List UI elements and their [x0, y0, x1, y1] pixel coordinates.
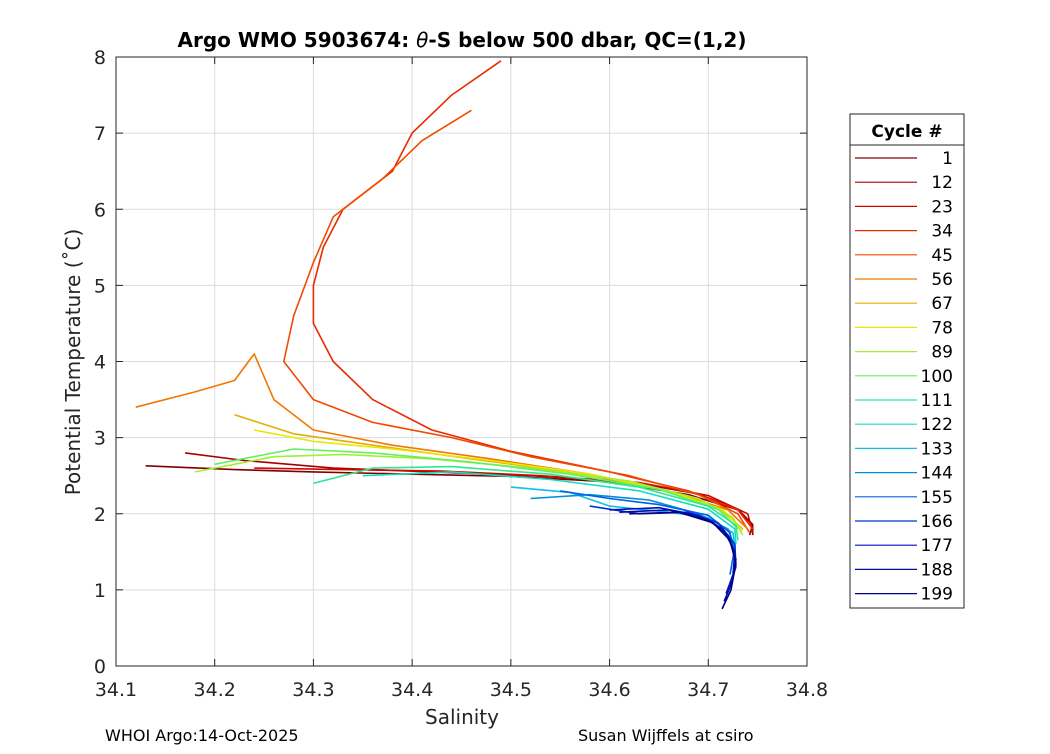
series-line-cycle-23 [254, 467, 754, 533]
x-tick-label: 34.6 [588, 679, 630, 701]
x-axis-label: Salinity [425, 705, 499, 729]
footer-right: Susan Wijffels at csiro [578, 726, 754, 745]
legend-label-34: 34 [931, 222, 953, 242]
legend: Cycle # 1 12 23 34 45 56 67 78 89 100 111 122 133 144… [849, 113, 965, 609]
x-tick-label: 34.2 [194, 679, 236, 701]
legend-label-89: 89 [931, 343, 953, 363]
legend-label-56: 56 [931, 270, 953, 290]
y-tick-label: 0 [94, 656, 106, 678]
series-line-cycle-199 [629, 511, 737, 610]
title-theta: θ [416, 28, 428, 52]
x-tick-label: 34.5 [490, 679, 532, 701]
legend-label-12: 12 [931, 173, 953, 193]
legend-items: 1 12 23 34 45 56 67 78 89 100 111 122 133 144 155 166 17… [855, 149, 953, 605]
y-tick-label: 2 [94, 504, 106, 526]
legend-title: Cycle # [871, 122, 942, 142]
footer-left: WHOI Argo:14-Oct-2025 [105, 726, 299, 745]
y-tick-label: 3 [94, 428, 106, 450]
legend-label-133: 133 [921, 439, 953, 459]
legend-label-177: 177 [921, 536, 953, 556]
y-tick-label: 5 [94, 275, 106, 297]
legend-label-199: 199 [921, 585, 953, 605]
legend-label-122: 122 [921, 415, 953, 435]
y-tick-label: 6 [94, 199, 106, 221]
y-axis-label: Potential Temperature (˚C) [61, 229, 85, 496]
title-pre: Argo WMO 5903674: [178, 28, 417, 52]
axis-ticks: 34.1 34.2 34.3 34.4 34.5 34.6 34.7 34.8 0 1 2 3 4 5 6 7… [94, 47, 828, 701]
series-line-cycle-122 [362, 471, 737, 545]
chart-title: Argo WMO 5903674: θ-S below 500 dbar, QC… [178, 28, 747, 52]
legend-label-1: 1 [942, 149, 953, 169]
y-tick-label: 8 [94, 47, 106, 69]
legend-label-23: 23 [931, 197, 953, 217]
legend-label-188: 188 [921, 560, 953, 580]
series-layer [135, 60, 754, 610]
y-tick-label: 4 [94, 352, 106, 374]
legend-label-111: 111 [921, 391, 953, 411]
legend-label-144: 144 [921, 464, 953, 484]
title-post: -S below 500 dbar, QC=(1,2) [428, 28, 746, 52]
legend-label-45: 45 [931, 246, 953, 266]
legend-box [849, 113, 965, 609]
series-line-cycle-45 [282, 109, 751, 534]
series-line-cycle-89 [194, 453, 744, 536]
x-tick-label: 34.8 [786, 679, 828, 701]
series-line-cycle-111 [313, 465, 739, 541]
legend-label-78: 78 [931, 318, 953, 338]
x-tick-label: 34.3 [292, 679, 334, 701]
legend-label-100: 100 [921, 367, 953, 387]
legend-label-67: 67 [931, 294, 953, 314]
x-tick-label: 34.4 [391, 679, 433, 701]
x-tick-label: 34.7 [687, 679, 729, 701]
y-tick-label: 1 [94, 580, 106, 602]
x-tick-label: 34.1 [95, 679, 137, 701]
y-tick-label: 7 [94, 123, 106, 145]
legend-label-166: 166 [921, 512, 953, 532]
legend-label-155: 155 [921, 488, 953, 508]
